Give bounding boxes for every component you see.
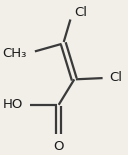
Text: HO: HO [2,98,23,111]
Text: CH₃: CH₃ [2,47,26,60]
Text: O: O [53,140,64,153]
Text: Cl: Cl [74,6,87,19]
Text: Cl: Cl [110,71,122,84]
